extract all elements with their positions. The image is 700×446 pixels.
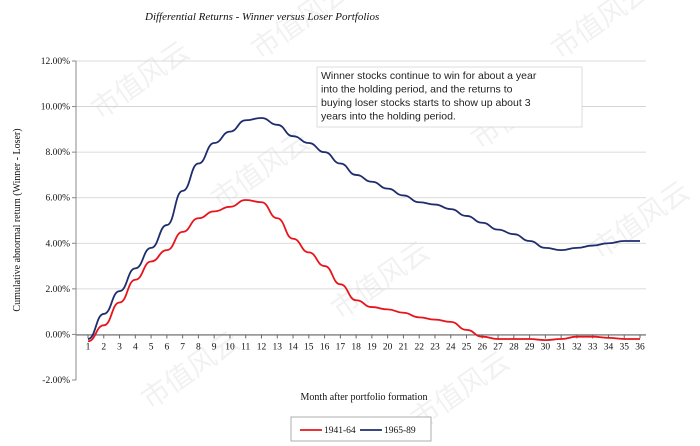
y-axis-ticks: -2.00% 0.00% 2.00% 4.00% 6.00% 8.00% 10.00% 12.… (41, 57, 76, 386)
watermark-text: 市值风云 (245, 0, 356, 66)
annotation-line: buying loser stocks starts to show up ab… (321, 97, 531, 109)
x-tick-label: 17 (336, 342, 346, 352)
x-tick-label: 28 (509, 342, 519, 352)
x-tick-label: 25 (462, 342, 472, 352)
x-axis-ticks: 1 2 3 4 5 6 7 8 9 10 11 12 13 14 15 16 17 18 19 20 21 22 23 24 2… (86, 334, 645, 352)
x-tick-label: 30 (541, 342, 551, 352)
x-tick-label: 21 (399, 342, 409, 352)
x-tick-label: 24 (446, 342, 456, 352)
series-line-1965-89 (87, 117, 640, 340)
x-tick-label: 26 (478, 342, 488, 352)
x-tick-label: 34 (604, 342, 614, 352)
x-tick-label: 18 (351, 342, 361, 352)
x-tick-label: 35 (619, 342, 629, 352)
x-tick-label: 4 (133, 342, 138, 352)
watermark-text: 市值风云 (85, 34, 196, 125)
watermark-text: 市值风云 (325, 234, 436, 325)
y-axis-label: Cumulative abnormal return (Winner - Los… (12, 128, 23, 311)
watermark-text: 市值风云 (585, 174, 696, 265)
x-tick-label: 3 (117, 342, 122, 352)
legend: 1941-64 1965-89 (290, 416, 432, 442)
y-tick-label: 10.00% (41, 103, 70, 113)
x-axis-label: Month after portfolio formation (301, 392, 428, 403)
x-tick-label: 13 (273, 342, 283, 352)
x-tick-label: 20 (383, 342, 393, 352)
y-tick-label: 0.00% (45, 330, 70, 340)
y-tick-label: 2.00% (45, 285, 70, 295)
x-tick-label: 1 (86, 342, 91, 352)
annotation-line: into the holding period, and the returns… (321, 84, 513, 96)
x-tick-label: 27 (493, 342, 503, 352)
x-tick-label: 36 (635, 342, 645, 352)
x-tick-label: 22 (414, 342, 424, 352)
x-tick-label: 33 (588, 342, 598, 352)
x-tick-label: 23 (430, 342, 440, 352)
x-tick-label: 7 (180, 342, 185, 352)
y-tick-label: 6.00% (45, 194, 70, 204)
x-tick-label: 2 (101, 342, 106, 352)
x-tick-label: 8 (196, 342, 201, 352)
y-tick-label: 8.00% (45, 148, 70, 158)
watermark-layer: 市值风云市值风云市值风云市值风云市值风云市值风云市值风云市值风云市值风云 (85, 0, 696, 436)
x-tick-label: 29 (525, 342, 535, 352)
x-tick-label: 32 (572, 342, 582, 352)
legend-label: 1965-89 (384, 426, 416, 436)
chart-title: Differential Returns - Winner versus Los… (144, 11, 379, 23)
x-tick-label: 10 (225, 342, 235, 352)
x-tick-label: 11 (241, 342, 250, 352)
x-tick-label: 6 (164, 342, 169, 352)
x-tick-label: 16 (320, 342, 330, 352)
annotation-line: years into the holding period. (321, 111, 456, 123)
watermark-text: 市值风云 (135, 324, 246, 415)
y-tick-label: 4.00% (45, 239, 70, 249)
annotation-line: Winner stocks continue to win for about … (321, 70, 537, 82)
annotation-box: Winner stocks continue to win for about … (316, 66, 583, 128)
annotation-bg (316, 66, 583, 128)
x-tick-label: 14 (288, 342, 298, 352)
x-tick-label: 5 (149, 342, 154, 352)
legend-box (290, 416, 432, 442)
series-line-1941-64 (87, 199, 640, 343)
series-layer (87, 117, 640, 343)
y-tick-label: -2.00% (42, 376, 70, 386)
x-tick-label: 15 (304, 342, 314, 352)
y-tick-label: 12.00% (41, 57, 70, 67)
x-tick-label: 19 (367, 342, 377, 352)
legend-label: 1941-64 (324, 426, 356, 436)
x-tick-label: 31 (556, 342, 566, 352)
watermark-text: 市值风云 (545, 0, 656, 66)
x-tick-label: 9 (212, 342, 217, 352)
x-tick-label: 12 (257, 342, 267, 352)
